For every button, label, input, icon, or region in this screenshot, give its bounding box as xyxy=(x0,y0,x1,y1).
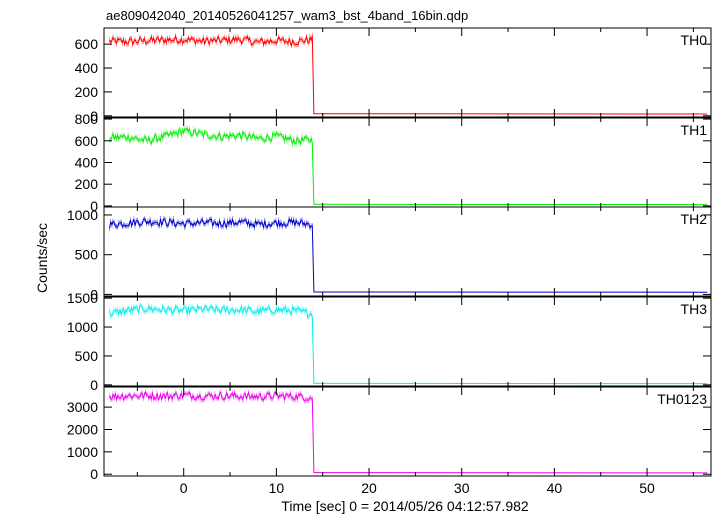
y-tick-label: 0 xyxy=(90,108,98,124)
panel-label-th3: TH3 xyxy=(681,301,708,317)
y-tick-label: 0 xyxy=(90,377,98,393)
y-tick-label: 800 xyxy=(75,111,99,127)
y-axis-label: Counts/sec xyxy=(34,223,50,293)
panel-label-th0: TH0 xyxy=(681,32,708,48)
y-tick-label: 500 xyxy=(75,348,99,364)
x-tick-label: 30 xyxy=(454,480,470,496)
panel-label-th0123: TH0123 xyxy=(657,391,707,407)
y-tick-label: 400 xyxy=(75,60,99,76)
error-bars-th0 xyxy=(109,32,313,49)
panel-label-th2: TH2 xyxy=(681,211,708,227)
chart-title: ae809042040_20140526041257_wam3_bst_4ban… xyxy=(106,8,468,23)
y-tick-label: 1000 xyxy=(67,319,98,335)
y-tick-label: 1000 xyxy=(67,207,98,223)
panel-th0123: 0 1000 2000 3000 TH0123 0 10 20 30 40 50 xyxy=(67,386,712,496)
error-bars-th2 xyxy=(109,215,313,231)
y-tick-label: 3000 xyxy=(67,399,98,415)
panel-th2: 0 500 1000 TH2 xyxy=(67,206,712,302)
y-tick-label: 400 xyxy=(75,155,99,171)
series-line-th2 xyxy=(109,217,708,293)
x-tick-label: 40 xyxy=(547,480,563,496)
y-tick-label: 1000 xyxy=(67,444,98,460)
y-tick-label: 500 xyxy=(75,247,99,263)
x-tick-label: 0 xyxy=(180,480,188,496)
x-axis-label: Time [sec] 0 = 2014/05/26 04:12:57.982 xyxy=(281,498,529,514)
panel-frame xyxy=(103,296,712,387)
x-tick-label: 20 xyxy=(361,480,377,496)
y-tick-label: 200 xyxy=(75,84,99,100)
series-line-th0123 xyxy=(109,390,708,474)
y-tick-label: 600 xyxy=(75,36,99,52)
y-tick-label: 0 xyxy=(90,198,98,214)
y-tick-label: 200 xyxy=(75,176,99,192)
y-tick-label: 0 xyxy=(90,466,98,482)
y-tick-label: 2000 xyxy=(67,421,98,437)
x-tick-label: 50 xyxy=(639,480,655,496)
series-line-th0 xyxy=(109,34,708,115)
y-tick-label: 1500 xyxy=(67,290,98,306)
y-tick-label: 600 xyxy=(75,133,99,149)
panel-th0: 0 200 400 600 TH0 xyxy=(75,27,712,124)
series-line-th3 xyxy=(109,303,708,385)
panel-th1: 0 200 400 600 800 TH1 xyxy=(75,111,712,214)
y-tick-label: 0 xyxy=(90,286,98,302)
panel-frame xyxy=(103,206,712,297)
panel-label-th1: TH1 xyxy=(681,122,708,138)
series-line-th1 xyxy=(109,126,708,206)
x-tick-label: 10 xyxy=(269,480,285,496)
panel-frame xyxy=(103,386,712,477)
panel-th3: 0 500 1000 1500 TH3 xyxy=(67,290,712,393)
panel-frame xyxy=(103,27,712,118)
